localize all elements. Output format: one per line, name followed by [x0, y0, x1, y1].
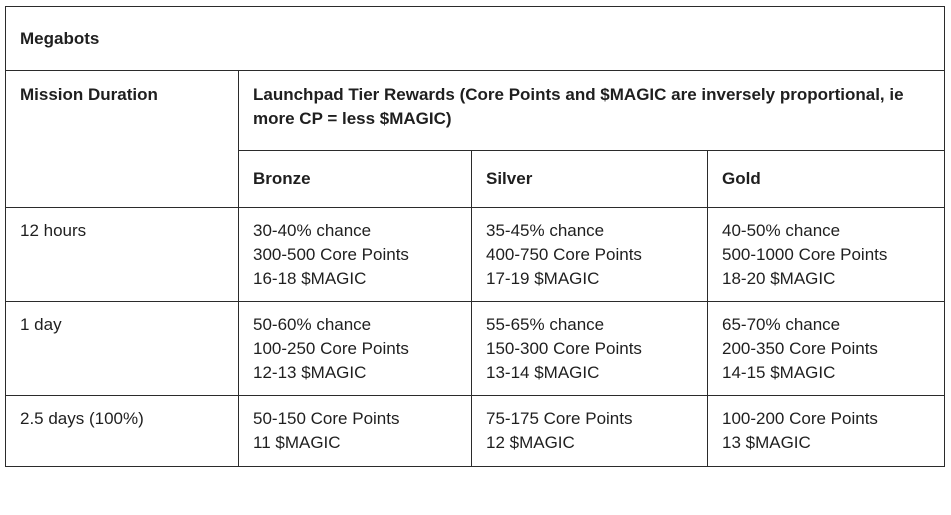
reward-core-points: 300-500 Core Points: [253, 245, 409, 264]
header-tier-gold: Gold: [706, 150, 946, 208]
reward-magic: 14-15 $MAGIC: [722, 363, 836, 382]
reward-magic: 17-19 $MAGIC: [486, 269, 600, 288]
rewards-table: Megabots Mission Duration Launchpad Tier…: [4, 6, 946, 467]
reward-cell-silver: 75-175 Core Points 12 $MAGIC: [471, 395, 708, 467]
reward-chance: 65-70% chance: [722, 315, 841, 334]
table-row: 1 day 50-60% chance 100-250 Core Points …: [5, 301, 946, 396]
duration-cell: 1 day: [5, 301, 239, 396]
reward-magic: 11 $MAGIC: [253, 433, 341, 452]
reward-magic: 16-18 $MAGIC: [253, 269, 367, 288]
reward-core-points: 500-1000 Core Points: [722, 245, 888, 264]
reward-core-points: 150-300 Core Points: [486, 339, 642, 358]
header-tier-bronze: Bronze: [238, 150, 472, 208]
table-row: 2.5 days (100%) 50-150 Core Points 11 $M…: [5, 395, 946, 467]
reward-core-points: 400-750 Core Points: [486, 245, 642, 264]
reward-core-points: 75-175 Core Points: [486, 409, 633, 428]
table-row: 12 hours 30-40% chance 300-500 Core Poin…: [5, 207, 946, 302]
reward-cell-gold: 100-200 Core Points 13 $MAGIC: [706, 395, 946, 467]
reward-core-points: 50-150 Core Points: [253, 409, 400, 428]
reward-cell-silver: 35-45% chance 400-750 Core Points 17-19 …: [471, 207, 708, 302]
header-launchpad-tier-rewards: Launchpad Tier Rewards (Core Points and …: [237, 70, 946, 151]
duration-cell: 2.5 days (100%): [5, 395, 239, 467]
reward-chance: 35-45% chance: [486, 221, 605, 240]
reward-magic: 12-13 $MAGIC: [253, 363, 367, 382]
reward-core-points: 100-250 Core Points: [253, 339, 409, 358]
reward-cell-bronze: 50-60% chance 100-250 Core Points 12-13 …: [238, 301, 472, 396]
tier-header-row: Bronze Silver Gold: [6, 150, 946, 208]
reward-cell-gold: 40-50% chance 500-1000 Core Points 18-20…: [706, 207, 946, 302]
reward-magic: 12 $MAGIC: [486, 433, 575, 452]
header-mission-duration: Mission Duration: [5, 70, 239, 208]
reward-chance: 40-50% chance: [722, 221, 841, 240]
reward-magic: 18-20 $MAGIC: [722, 269, 836, 288]
reward-core-points: 100-200 Core Points: [722, 409, 878, 428]
reward-magic: 13-14 $MAGIC: [486, 363, 600, 382]
reward-cell-silver: 55-65% chance 150-300 Core Points 13-14 …: [471, 301, 708, 396]
duration-cell: 12 hours: [5, 207, 239, 302]
table-header-row: Mission Duration Launchpad Tier Rewards …: [5, 70, 946, 208]
reward-chance: 50-60% chance: [253, 315, 372, 334]
reward-core-points: 200-350 Core Points: [722, 339, 878, 358]
reward-cell-bronze: 50-150 Core Points 11 $MAGIC: [238, 395, 472, 467]
reward-magic: 13 $MAGIC: [722, 433, 811, 452]
reward-chance: 30-40% chance: [253, 221, 372, 240]
table-title: Megabots: [4, 6, 946, 71]
header-tier-silver: Silver: [471, 150, 708, 208]
reward-chance: 55-65% chance: [486, 315, 605, 334]
reward-cell-gold: 65-70% chance 200-350 Core Points 14-15 …: [706, 301, 946, 396]
reward-cell-bronze: 30-40% chance 300-500 Core Points 16-18 …: [238, 207, 472, 302]
table-title-row: Megabots: [4, 6, 946, 71]
